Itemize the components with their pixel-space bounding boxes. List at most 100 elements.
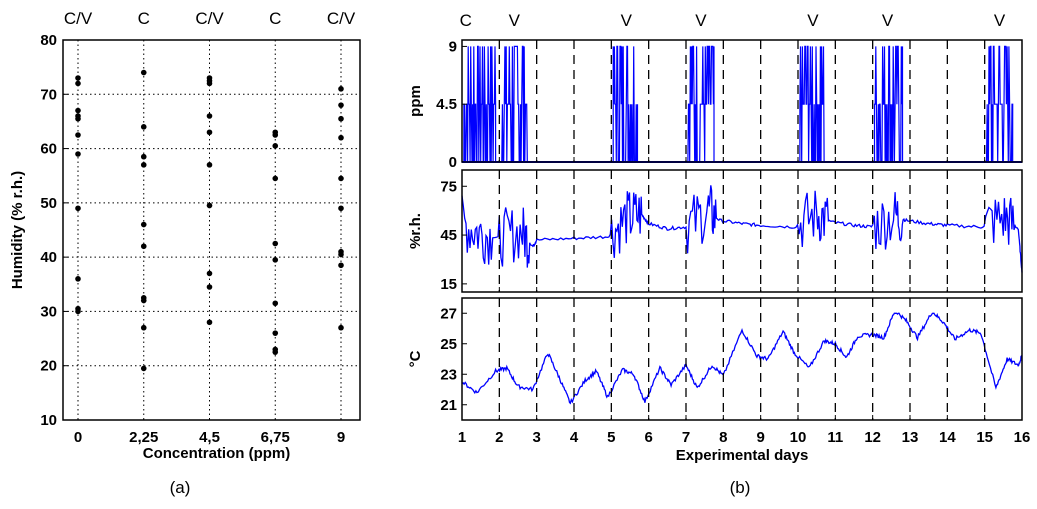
plot-frame: [62, 39, 361, 421]
ppm-series: [985, 45, 1014, 163]
ppm-series: [873, 45, 904, 163]
data-point: [206, 270, 213, 277]
x-tick-label: 11: [827, 429, 843, 446]
data-point: [140, 162, 147, 168]
data-point: [140, 69, 147, 76]
data-point: [272, 300, 279, 307]
x-tick-label: 14: [939, 429, 956, 446]
data-point: [272, 330, 279, 336]
x-tick-label: 2: [495, 429, 503, 446]
data-point: [206, 80, 213, 87]
y-tick-label: 21: [440, 397, 457, 414]
data-point: [75, 115, 81, 122]
data-point: [75, 205, 81, 212]
x-tick-label: 10: [790, 429, 807, 446]
panel-frame: [461, 39, 1023, 163]
x-tick-label: 6,75: [261, 429, 290, 446]
data-point: [338, 102, 344, 108]
data-point: [272, 240, 279, 247]
y-tick-label: 4.5: [436, 96, 457, 113]
data-point: [75, 151, 81, 157]
data-point: [338, 251, 344, 258]
top-condition-label: C: [138, 9, 150, 28]
data-point: [338, 86, 344, 92]
x-tick-label: 6: [644, 429, 652, 446]
x-tick-label: 2,25: [129, 429, 158, 446]
caption-b: (b): [730, 478, 751, 497]
top-condition-label: V: [695, 11, 707, 30]
data-point: [338, 134, 344, 141]
x-tick-label: 9: [337, 429, 345, 446]
y-tick-label: 30: [40, 303, 57, 320]
panel-1: 15 45 75 %r.h.: [407, 169, 1023, 293]
data-point: [338, 262, 344, 269]
x-tick-label: 0: [74, 429, 82, 446]
temperature-series: [461, 312, 1023, 405]
chart-a-humidity-vs-concentration: 10 20 30 40 50 60 70 80 0 C/V 2,25 C 4,5 C/V 6,75 C 9 C/V…: [9, 9, 361, 462]
y-axis-label: ppm: [407, 85, 424, 117]
x-tick-label: 4: [570, 429, 579, 446]
x-tick-label: 9: [756, 429, 764, 446]
ppm-series: [463, 45, 497, 163]
x-axis-label: Experimental days: [676, 447, 809, 464]
panel-2: 21 23 25 27 °C: [407, 297, 1023, 421]
data-point: [206, 202, 213, 209]
top-condition-label: C/V: [195, 9, 224, 28]
data-point: [140, 365, 147, 372]
y-tick-label: 10: [40, 412, 57, 429]
top-condition-label: V: [994, 11, 1006, 30]
data-point: [140, 297, 147, 304]
data-point: [75, 80, 81, 87]
data-point: [206, 113, 213, 119]
top-condition-label: C/V: [327, 9, 356, 28]
x-tick-label: 3: [532, 429, 540, 446]
y-tick-label: 80: [40, 32, 57, 49]
data-point: [272, 257, 279, 263]
ppm-series: [799, 45, 825, 163]
data-point: [206, 284, 213, 290]
x-tick-label: 1: [458, 429, 466, 446]
data-point: [338, 115, 344, 122]
data-point: [140, 153, 147, 160]
panel-frame: [461, 169, 1023, 293]
y-tick-label: 27: [440, 305, 457, 322]
data-point: [140, 221, 147, 228]
top-condition-label: V: [882, 11, 894, 30]
top-condition-label: V: [509, 11, 521, 30]
x-tick-label: 12: [864, 429, 881, 446]
y-axis-label: %r.h.: [407, 213, 424, 249]
data-point: [206, 319, 213, 326]
y-axis-label: °C: [407, 350, 424, 367]
data-point: [338, 324, 344, 331]
y-tick-label: 25: [440, 336, 457, 353]
humidity-series: [461, 185, 1023, 273]
top-condition-label: V: [807, 11, 819, 30]
y-tick-label: 9: [449, 38, 457, 55]
data-point: [272, 349, 279, 355]
y-tick-label: 70: [40, 86, 57, 103]
y-tick-label: 23: [440, 366, 457, 383]
y-axis-label: Humidity (% r.h.): [9, 171, 26, 289]
ppm-series: [501, 45, 528, 163]
y-tick-label: 45: [440, 227, 457, 244]
y-tick-label: 60: [40, 141, 57, 158]
panel-0: 0 4.5 9 ppm: [407, 38, 1023, 171]
data-point: [272, 175, 279, 182]
data-point: [75, 75, 81, 81]
data-point: [338, 205, 344, 212]
ppm-series: [687, 45, 715, 163]
data-point: [75, 107, 81, 114]
top-condition-label: C/V: [64, 9, 93, 28]
x-tick-label: 16: [1014, 429, 1031, 446]
x-axis-label: Concentration (ppm): [143, 445, 291, 462]
x-tick-label: 8: [719, 429, 727, 446]
top-condition-label: C: [269, 9, 281, 28]
data-point: [272, 132, 279, 138]
y-tick-label: 15: [440, 276, 457, 293]
panel-frame: [461, 297, 1023, 421]
top-condition-label: V: [621, 11, 633, 30]
y-tick-label: 40: [40, 249, 57, 266]
y-tick-label: 75: [440, 178, 457, 195]
